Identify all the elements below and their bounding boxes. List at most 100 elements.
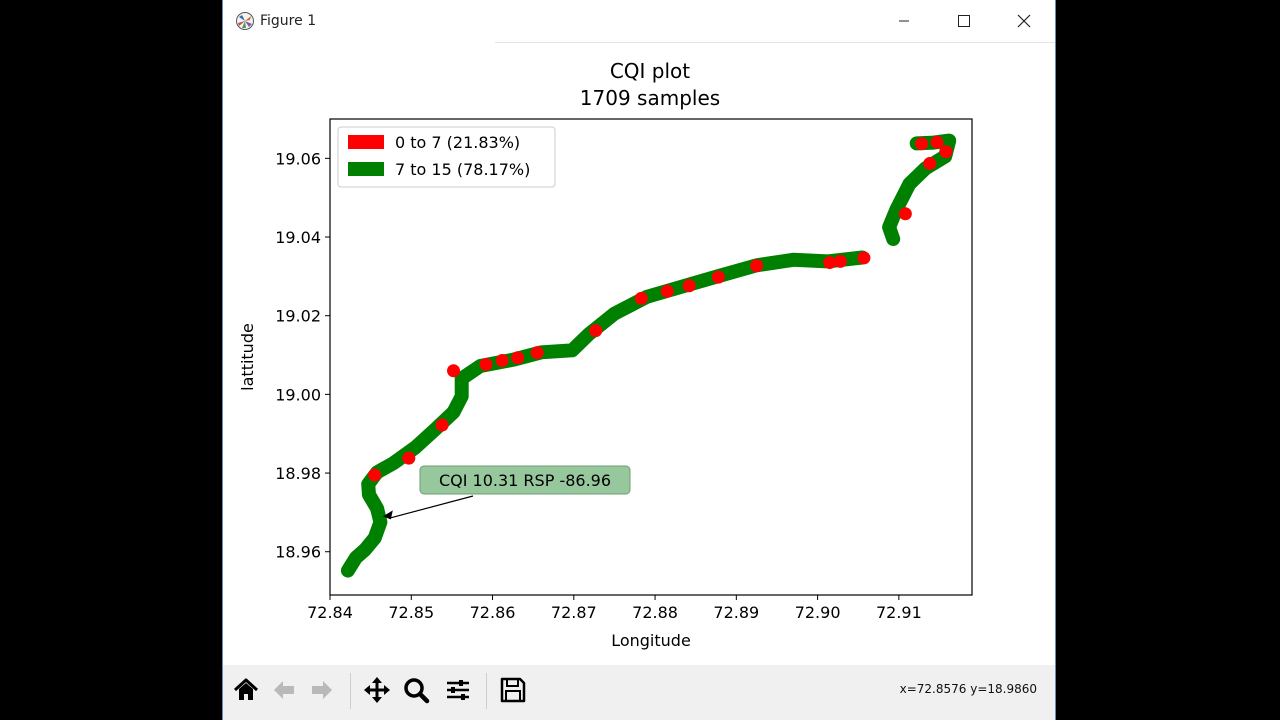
x-tick-label: 72.89 <box>713 603 759 622</box>
sample-point-0-to-7[interactable] <box>530 346 544 360</box>
x-tick-label: 72.91 <box>876 603 922 622</box>
save-button[interactable] <box>496 672 530 708</box>
minimize-button[interactable] <box>875 0 933 42</box>
sample-point-0-to-7[interactable] <box>939 145 953 159</box>
sample-point-7-to-15[interactable] <box>341 564 355 578</box>
axes-frame <box>329 118 973 596</box>
figure-window: Figure 1 CQI plot 1709 samples 72.84 72.8… <box>222 0 1056 720</box>
sample-point-7-to-15[interactable] <box>447 405 461 419</box>
figure-canvas[interactable]: CQI plot 1709 samples 72.84 72.85 72.86 72.… <box>223 43 1055 665</box>
track-series-7-to-15[interactable] <box>340 250 870 578</box>
sample-point-0-to-7[interactable] <box>435 418 449 432</box>
sample-point-0-to-7[interactable] <box>511 351 525 365</box>
sample-point-0-to-7[interactable] <box>930 135 944 149</box>
sample-point-7-to-15[interactable] <box>455 372 469 386</box>
sample-point-0-to-7[interactable] <box>898 207 912 221</box>
close-button[interactable] <box>995 0 1053 42</box>
pan-button[interactable] <box>360 672 394 708</box>
sample-point-7-to-15[interactable] <box>408 440 422 454</box>
y-tick-label: 19.00 <box>275 385 321 404</box>
x-tick-label: 72.84 <box>307 603 353 622</box>
y-tick-label: 19.06 <box>275 149 321 168</box>
legend-swatch <box>348 162 384 176</box>
home-icon <box>233 678 259 700</box>
zoom-button[interactable] <box>399 672 433 708</box>
sample-point-0-to-7[interactable] <box>368 468 382 482</box>
legend-box <box>337 126 556 188</box>
maximize-icon <box>958 15 970 27</box>
x-tick-label: 72.88 <box>632 603 678 622</box>
sample-point-7-to-15[interactable] <box>942 134 956 148</box>
annotation-arrow <box>388 495 474 519</box>
zoom-icon <box>404 678 430 704</box>
close-icon <box>1017 14 1031 28</box>
sample-point-0-to-7[interactable] <box>682 279 696 293</box>
sample-point-0-to-7[interactable] <box>711 270 725 284</box>
forward-arrow-icon <box>312 681 332 699</box>
sample-point-0-to-7[interactable] <box>833 254 847 268</box>
sample-point-7-to-15[interactable] <box>373 515 387 529</box>
sample-point-0-to-7[interactable] <box>923 156 937 170</box>
sample-point-7-to-15[interactable] <box>882 220 896 234</box>
sample-point-0-to-7[interactable] <box>823 256 837 270</box>
sample-point-0-to-7[interactable] <box>750 259 764 273</box>
configure-subplots-button[interactable] <box>441 672 475 708</box>
y-axis-label: lattitude <box>238 323 257 391</box>
sample-point-7-to-15[interactable] <box>565 343 579 357</box>
y-tick-label: 19.04 <box>275 228 321 247</box>
x-tick-label: 72.85 <box>388 603 434 622</box>
sample-point-7-to-15[interactable] <box>368 531 382 545</box>
chart-subtitle: 1709 samples <box>580 86 720 110</box>
sample-point-0-to-7[interactable] <box>495 354 509 368</box>
toolbar-separator <box>486 673 487 709</box>
sample-point-0-to-7[interactable] <box>857 251 871 265</box>
sample-point-7-to-15[interactable] <box>358 543 372 557</box>
sample-point-7-to-15[interactable] <box>361 477 375 491</box>
sample-point-0-to-7[interactable] <box>402 451 416 465</box>
legend-swatch <box>348 135 384 149</box>
sample-point-7-to-15[interactable] <box>386 456 400 470</box>
legend-label: 0 to 7 (21.83%) <box>395 133 520 152</box>
annotation-box <box>419 465 631 495</box>
matplotlib-logo-icon <box>236 12 254 30</box>
sample-point-0-to-7[interactable] <box>660 284 674 298</box>
y-tick-label: 18.98 <box>275 464 321 483</box>
navigation-toolbar: x=72.8576 y=18.9860 <box>223 665 1055 720</box>
cqi-chart[interactable]: CQI plot 1709 samples 72.84 72.85 72.86 72.… <box>223 43 1055 665</box>
legend: 0 to 7 (21.83%) 7 to 15 (78.17%) <box>337 126 556 188</box>
configure-subplots-icon <box>447 680 469 700</box>
annotation-arrowhead <box>382 510 393 520</box>
sample-point-0-to-7[interactable] <box>479 357 493 371</box>
maximize-button[interactable] <box>935 0 993 42</box>
sample-point-7-to-15[interactable] <box>455 389 469 403</box>
x-tick-label: 72.86 <box>470 603 516 622</box>
sample-point-7-to-15[interactable] <box>362 488 376 502</box>
window-title: Figure 1 <box>260 13 317 29</box>
plot-area[interactable] <box>330 119 972 595</box>
forward-button[interactable] <box>305 672 339 708</box>
pan-icon <box>364 677 390 703</box>
y-tick-label: 18.96 <box>275 543 321 562</box>
chart-title: CQI plot <box>610 59 690 83</box>
y-tick-label: 19.02 <box>275 307 321 326</box>
back-button[interactable] <box>267 672 301 708</box>
x-axis-label: Longitude <box>611 631 691 650</box>
title-bar[interactable]: Figure 1 <box>223 0 1055 43</box>
sample-point-0-to-7[interactable] <box>634 291 648 305</box>
sample-point-7-to-15[interactable] <box>349 551 363 565</box>
sample-point-0-to-7[interactable] <box>915 137 929 151</box>
legend-label: 7 to 15 (78.17%) <box>395 160 530 179</box>
sample-point-0-to-7[interactable] <box>589 324 603 338</box>
x-tick-label: 72.87 <box>551 603 597 622</box>
sample-point-7-to-15[interactable] <box>607 307 621 321</box>
sample-point-7-to-15[interactable] <box>902 177 916 191</box>
home-button[interactable] <box>229 672 263 708</box>
save-icon <box>500 677 526 703</box>
sample-point-0-to-7[interactable] <box>447 364 461 378</box>
cursor-coordinates: x=72.8576 y=18.9860 <box>899 682 1037 696</box>
x-tick-label: 72.90 <box>795 603 841 622</box>
sample-point-7-to-15[interactable] <box>786 253 800 267</box>
sample-point-7-to-15[interactable] <box>370 501 384 515</box>
sample-point-7-to-15[interactable] <box>886 232 900 246</box>
back-arrow-icon <box>274 681 294 699</box>
